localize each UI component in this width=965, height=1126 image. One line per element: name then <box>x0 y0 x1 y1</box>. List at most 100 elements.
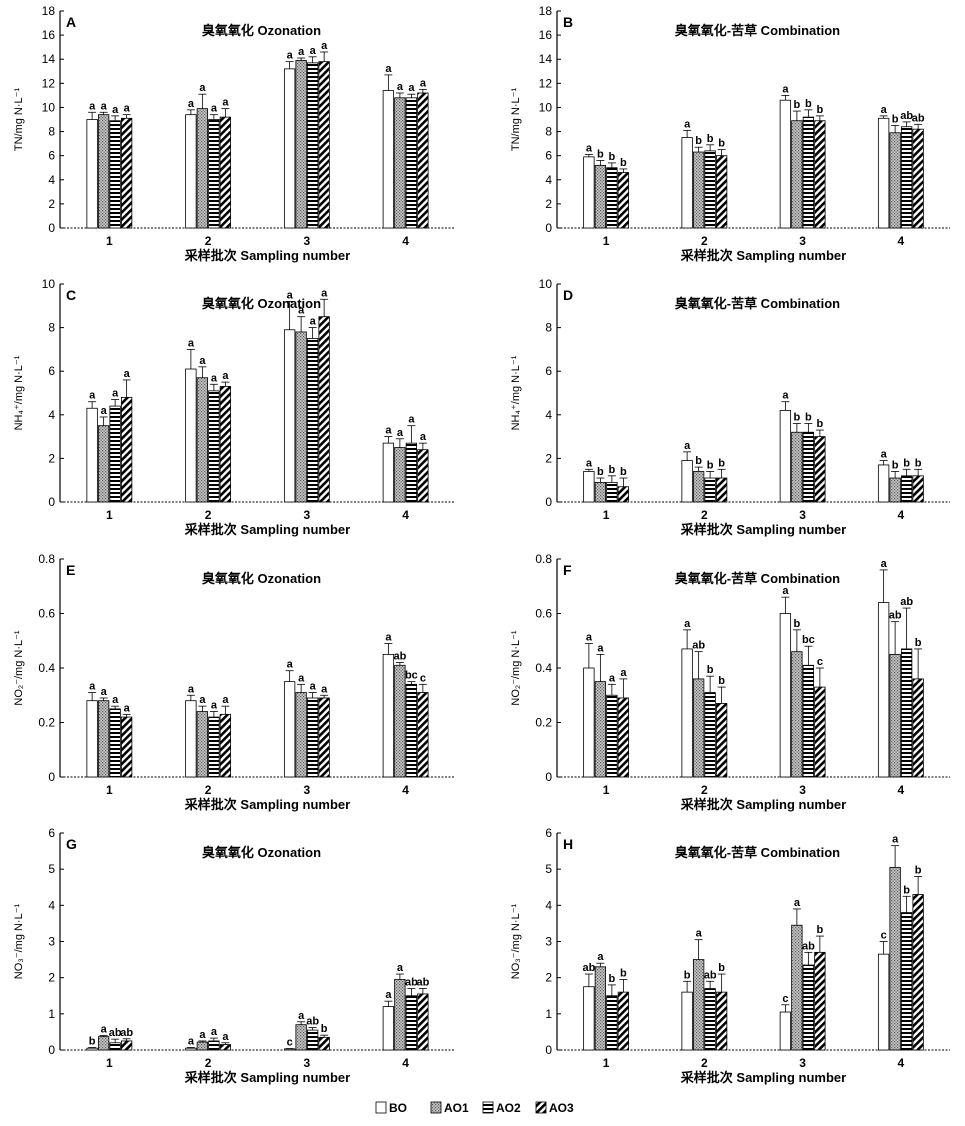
bar-ao2-1 <box>109 1042 121 1051</box>
significance-label: a <box>586 142 593 154</box>
y-tick-label: 0 <box>48 1043 55 1057</box>
bar-ao2-4 <box>405 97 418 229</box>
bar-ao2-2 <box>208 1040 220 1051</box>
bar-ao1-1 <box>594 681 607 778</box>
significance-label: ab <box>393 651 406 663</box>
bar-ao2-3 <box>306 697 319 778</box>
bar-bo-4 <box>382 1006 395 1051</box>
significance-label: a <box>586 457 593 469</box>
bar-ao2-3 <box>802 964 815 1051</box>
bar-ao3-1 <box>120 716 133 778</box>
significance-label: b <box>89 1035 96 1047</box>
significance-label: a <box>112 388 119 400</box>
x-tick-label: 3 <box>304 1056 311 1070</box>
y-tick-label: 6 <box>48 364 55 378</box>
bar-ao3-4 <box>912 128 924 229</box>
significance-label: b <box>609 464 616 476</box>
bar-bo-4 <box>877 117 890 229</box>
bar-ao3-4 <box>417 92 429 229</box>
significance-label: a <box>408 82 415 94</box>
bar-bo-2 <box>681 648 693 778</box>
significance-label: ab <box>704 969 717 981</box>
bar-bo-1 <box>86 119 98 229</box>
x-axis-title: 采样批次 Sampling number <box>184 522 350 537</box>
legend-label-ao3: AO3 <box>549 1101 574 1115</box>
significance-label: b <box>718 962 725 974</box>
significance-label: a <box>420 77 427 89</box>
significance-label: b <box>597 148 604 160</box>
y-tick-label: 0.6 <box>38 607 55 621</box>
bar-ao2-2 <box>208 119 220 229</box>
bar-ao3-2 <box>715 477 728 503</box>
y-axis-title: NO₃⁻/mg N·L⁻¹ <box>13 903 25 979</box>
y-tick-label: 1 <box>48 1007 55 1021</box>
legend-swatch-bo <box>375 1101 387 1114</box>
bar-bo-3 <box>779 99 792 229</box>
y-tick-label: 0 <box>545 1043 552 1057</box>
significance-label: ab <box>889 610 902 622</box>
bar-ao2-3 <box>306 62 319 229</box>
significance-label: b <box>695 135 702 147</box>
bar-bo-4 <box>877 953 890 1051</box>
y-tick-label: 6 <box>545 149 552 163</box>
x-axis-title: 采样批次 Sampling number <box>184 248 350 263</box>
y-tick-label: 3 <box>545 935 552 949</box>
bar-ao1-2 <box>692 959 705 1051</box>
bar-ao2-4 <box>405 995 418 1051</box>
x-tick-label: 1 <box>603 234 610 248</box>
bar-bo-4 <box>877 464 890 503</box>
y-tick-label: 1 <box>545 1007 552 1021</box>
bar-ao1-2 <box>692 151 705 229</box>
significance-label: a <box>397 962 404 974</box>
bar-bo-2 <box>681 137 693 229</box>
y-tick-label: 0.8 <box>38 552 55 566</box>
bar-ao2-3 <box>306 338 319 503</box>
legend-label-bo: BO <box>389 1101 407 1115</box>
y-axis-title: NO₃⁻/mg N·L⁻¹ <box>510 903 522 979</box>
bar-ao2-2 <box>208 716 220 778</box>
significance-label: b <box>915 864 922 876</box>
significance-label: ab <box>692 640 705 652</box>
significance-label: b <box>805 98 812 110</box>
x-tick-label: 4 <box>898 234 905 248</box>
x-tick-label: 1 <box>106 508 113 522</box>
significance-label: a <box>310 45 317 57</box>
bar-ao1-2 <box>196 377 209 503</box>
y-tick-label: 4 <box>545 898 552 912</box>
bar-ao1-1 <box>594 164 607 229</box>
x-tick-label: 2 <box>205 1056 212 1070</box>
bar-ao3-4 <box>417 692 429 778</box>
significance-label: a <box>101 1024 108 1036</box>
bar-ao2-1 <box>606 167 618 229</box>
y-tick-label: 8 <box>545 321 552 335</box>
panel-title: 臭氧氧化 Ozonation <box>202 571 321 586</box>
significance-label: ab <box>900 110 913 122</box>
legend: BO AO1 AO2 AO3 <box>375 1101 574 1115</box>
y-tick-label: 0 <box>545 221 552 235</box>
significance-label: b <box>805 412 812 424</box>
significance-label: a <box>597 951 604 963</box>
bar-ao1-3 <box>295 692 307 778</box>
significance-label: b <box>707 459 714 471</box>
y-tick-label: 4 <box>48 898 55 912</box>
y-tick-label: 4 <box>545 408 552 422</box>
bar-ao2-2 <box>704 150 716 229</box>
x-tick-label: 2 <box>701 1056 708 1070</box>
bar-ao1-2 <box>196 108 209 229</box>
y-tick-label: 8 <box>48 125 55 139</box>
bar-ao2-1 <box>606 694 618 778</box>
bar-bo-2 <box>681 460 693 503</box>
bar-ao1-3 <box>791 431 803 503</box>
x-tick-label: 3 <box>799 783 806 797</box>
bar-ao1-2 <box>196 711 209 778</box>
x-tick-label: 2 <box>701 508 708 522</box>
significance-label: a <box>794 897 801 909</box>
y-tick-label: 2 <box>48 197 55 211</box>
significance-label: a <box>112 694 119 706</box>
y-tick-label: 6 <box>545 364 552 378</box>
bar-ao3-1 <box>120 396 133 503</box>
significance-label: a <box>881 104 888 116</box>
bar-bo-1 <box>86 700 98 778</box>
